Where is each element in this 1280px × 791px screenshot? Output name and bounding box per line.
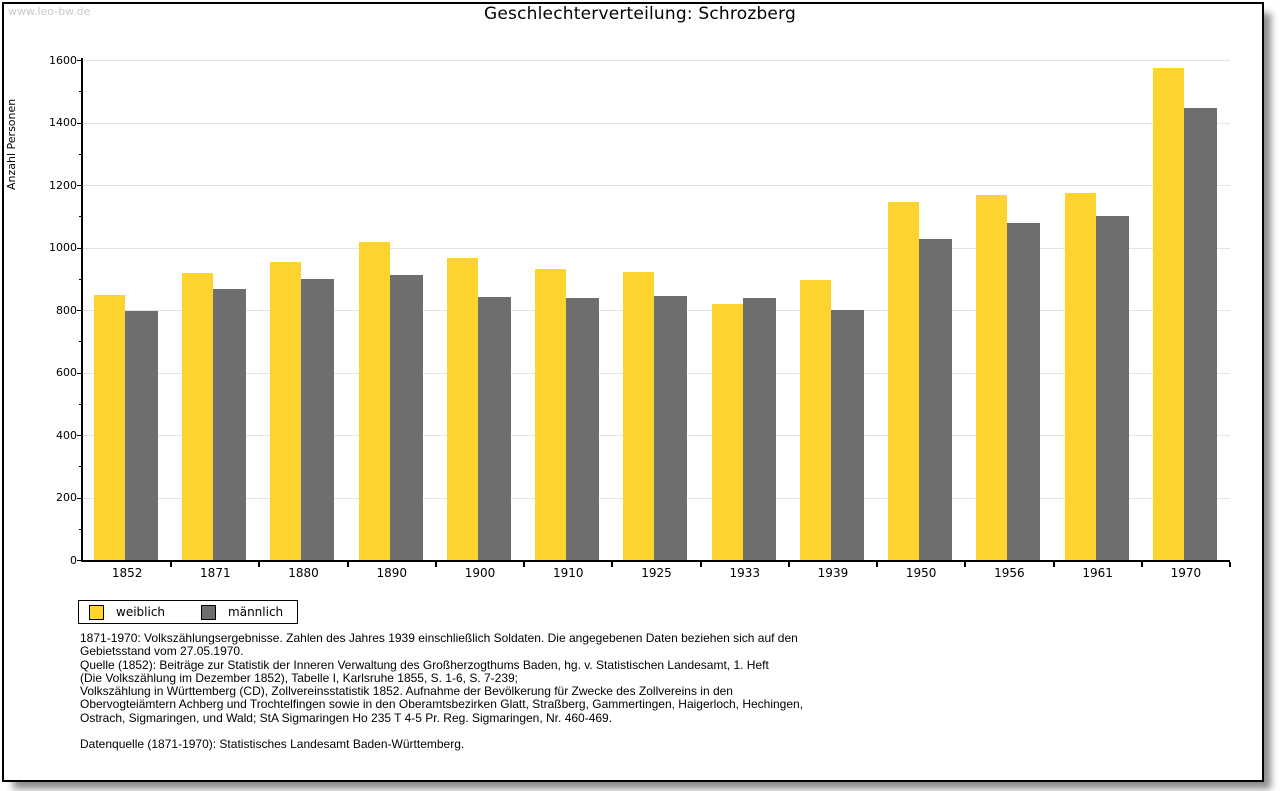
bar-maennlich-1900: [477, 297, 511, 560]
bar-maennlich-1871: [213, 288, 247, 560]
bar-weiblich-1956: [976, 195, 1008, 560]
x-boundary-tick-9: [876, 562, 879, 567]
bar-maennlich-1961: [1095, 215, 1129, 560]
legend-swatch-maennlich-icon: [201, 604, 217, 620]
bar-weiblich-1925: [623, 271, 655, 560]
chart-title: Geschlechterverteilung: Schrozberg: [484, 4, 796, 24]
y-major-tick-1000: [77, 247, 83, 249]
bar-maennlich-1939: [830, 310, 864, 560]
x-boundary-tick-8: [787, 562, 790, 567]
x-tick-label-1880: 1880: [288, 566, 319, 580]
x-boundary-tick-3: [346, 562, 349, 567]
bar-maennlich-1933: [742, 298, 776, 560]
x-tick-label-1900: 1900: [464, 566, 496, 580]
legend-item-weiblich: weiblich: [89, 604, 166, 620]
y-tick-label-0: 0: [70, 553, 77, 567]
x-boundary-tick-5: [523, 562, 526, 567]
bar-maennlich-1950: [919, 239, 953, 560]
x-boundary-tick-13: [1229, 562, 1231, 567]
y-tick-label-600: 600: [56, 366, 77, 379]
x-boundary-tick-10: [964, 562, 967, 567]
source-note-line-7: Ostrach, Sigmaringen, und Wald; StA Sigm…: [80, 710, 613, 725]
bar-maennlich-1970: [1183, 107, 1217, 560]
bar-weiblich-1852: [94, 295, 125, 560]
x-tick-label-1925: 1925: [641, 566, 672, 580]
y-major-tick-1600: [77, 60, 83, 61]
source-note-line-4: (Die Volkszählung im Dezember 1852), Tab…: [80, 670, 519, 685]
source-note-line-1: 1871-1970: Volkszählungsergebnisse. Zahl…: [80, 631, 798, 645]
bar-maennlich-1852: [125, 310, 158, 560]
y-major-tick-600: [77, 372, 83, 374]
y-major-tick-800: [77, 310, 83, 311]
source-note-line-9: Datenquelle (1871-1970): Statistisches L…: [80, 737, 465, 752]
bar-weiblich-1950: [888, 201, 920, 560]
bar-maennlich-1910: [566, 298, 600, 560]
x-boundary-tick-1: [170, 562, 173, 567]
y-major-tick-0: [77, 560, 83, 561]
bar-weiblich-1939: [799, 279, 831, 560]
x-tick-label-1890: 1890: [376, 566, 408, 580]
x-boundary-tick-2: [258, 562, 261, 567]
gridline-1200: [83, 185, 1230, 186]
x-tick-label-1961: 1961: [1082, 566, 1113, 580]
legend-label-weiblich: weiblich: [116, 605, 166, 619]
y-tick-label-1200: 1200: [49, 178, 77, 192]
x-tick-label-1939: 1939: [817, 566, 849, 580]
y-tick-label-800: 800: [56, 303, 77, 317]
watermark: www.leo-bw.de: [8, 5, 91, 18]
x-tick-label-1970: 1970: [1170, 566, 1202, 580]
x-tick-label-1950: 1950: [905, 566, 937, 580]
bar-weiblich-1910: [535, 269, 567, 560]
source-note-line-2: Gebietsstand vom 27.05.1970.: [80, 644, 244, 659]
gridline-1000: [83, 247, 1230, 249]
y-tick-label-1000: 1000: [49, 241, 77, 254]
gridline-1600: [83, 60, 1230, 61]
bar-weiblich-1933: [711, 304, 743, 560]
gridline-1400: [83, 122, 1230, 124]
source-note-line-8: [80, 725, 803, 738]
x-tick-label-1956: 1956: [994, 566, 1025, 580]
x-boundary-tick-12: [1140, 562, 1143, 567]
x-tick-label-1852: 1852: [111, 566, 143, 580]
y-major-tick-200: [77, 497, 83, 499]
y-axis-line: [81, 58, 83, 562]
bar-weiblich-1970: [1152, 67, 1184, 560]
bar-maennlich-1890: [389, 275, 423, 560]
y-major-tick-400: [77, 435, 83, 436]
y-major-tick-1400: [77, 122, 83, 124]
x-axis-line: [81, 560, 1230, 562]
x-boundary-tick-6: [611, 562, 614, 567]
legend-item-maennlich: männlich: [201, 604, 284, 620]
y-tick-label-200: 200: [56, 491, 77, 504]
bar-weiblich-1961: [1064, 193, 1096, 560]
source-note-line-3: Quelle (1852): Beiträge zur Statistik de…: [80, 657, 769, 672]
x-tick-label-1910: 1910: [552, 566, 584, 580]
y-major-tick-1200: [77, 185, 83, 186]
x-boundary-tick-11: [1052, 562, 1055, 567]
x-tick-label-1871: 1871: [200, 566, 231, 580]
y-tick-label-1600: 1600: [49, 53, 77, 67]
source-notes: 1871-1970: Volkszählungsergebnisse. Zahl…: [80, 631, 804, 752]
bar-maennlich-1956: [1007, 223, 1041, 560]
y-tick-label-400: 400: [56, 428, 77, 442]
legend-label-maennlich: männlich: [228, 605, 284, 619]
bar-weiblich-1880: [270, 261, 302, 560]
source-note-line-6: Obervogteiämtern Achberg und Trochtelfin…: [80, 697, 804, 712]
x-boundary-tick-7: [699, 562, 702, 567]
source-note-line-5: Volkszählung in Württemberg (CD), Zollve…: [80, 684, 733, 699]
legend-swatch-weiblich-icon: [89, 604, 104, 620]
bar-maennlich-1880: [301, 278, 335, 560]
bar-weiblich-1900: [446, 257, 478, 560]
legend: weiblich männlich: [78, 600, 299, 624]
bar-weiblich-1890: [358, 241, 390, 560]
y-tick-label-1400: 1400: [49, 116, 77, 129]
bar-weiblich-1871: [182, 272, 214, 560]
x-tick-label-1933: 1933: [729, 566, 760, 580]
bar-maennlich-1925: [654, 296, 688, 560]
x-boundary-tick-4: [434, 562, 437, 567]
